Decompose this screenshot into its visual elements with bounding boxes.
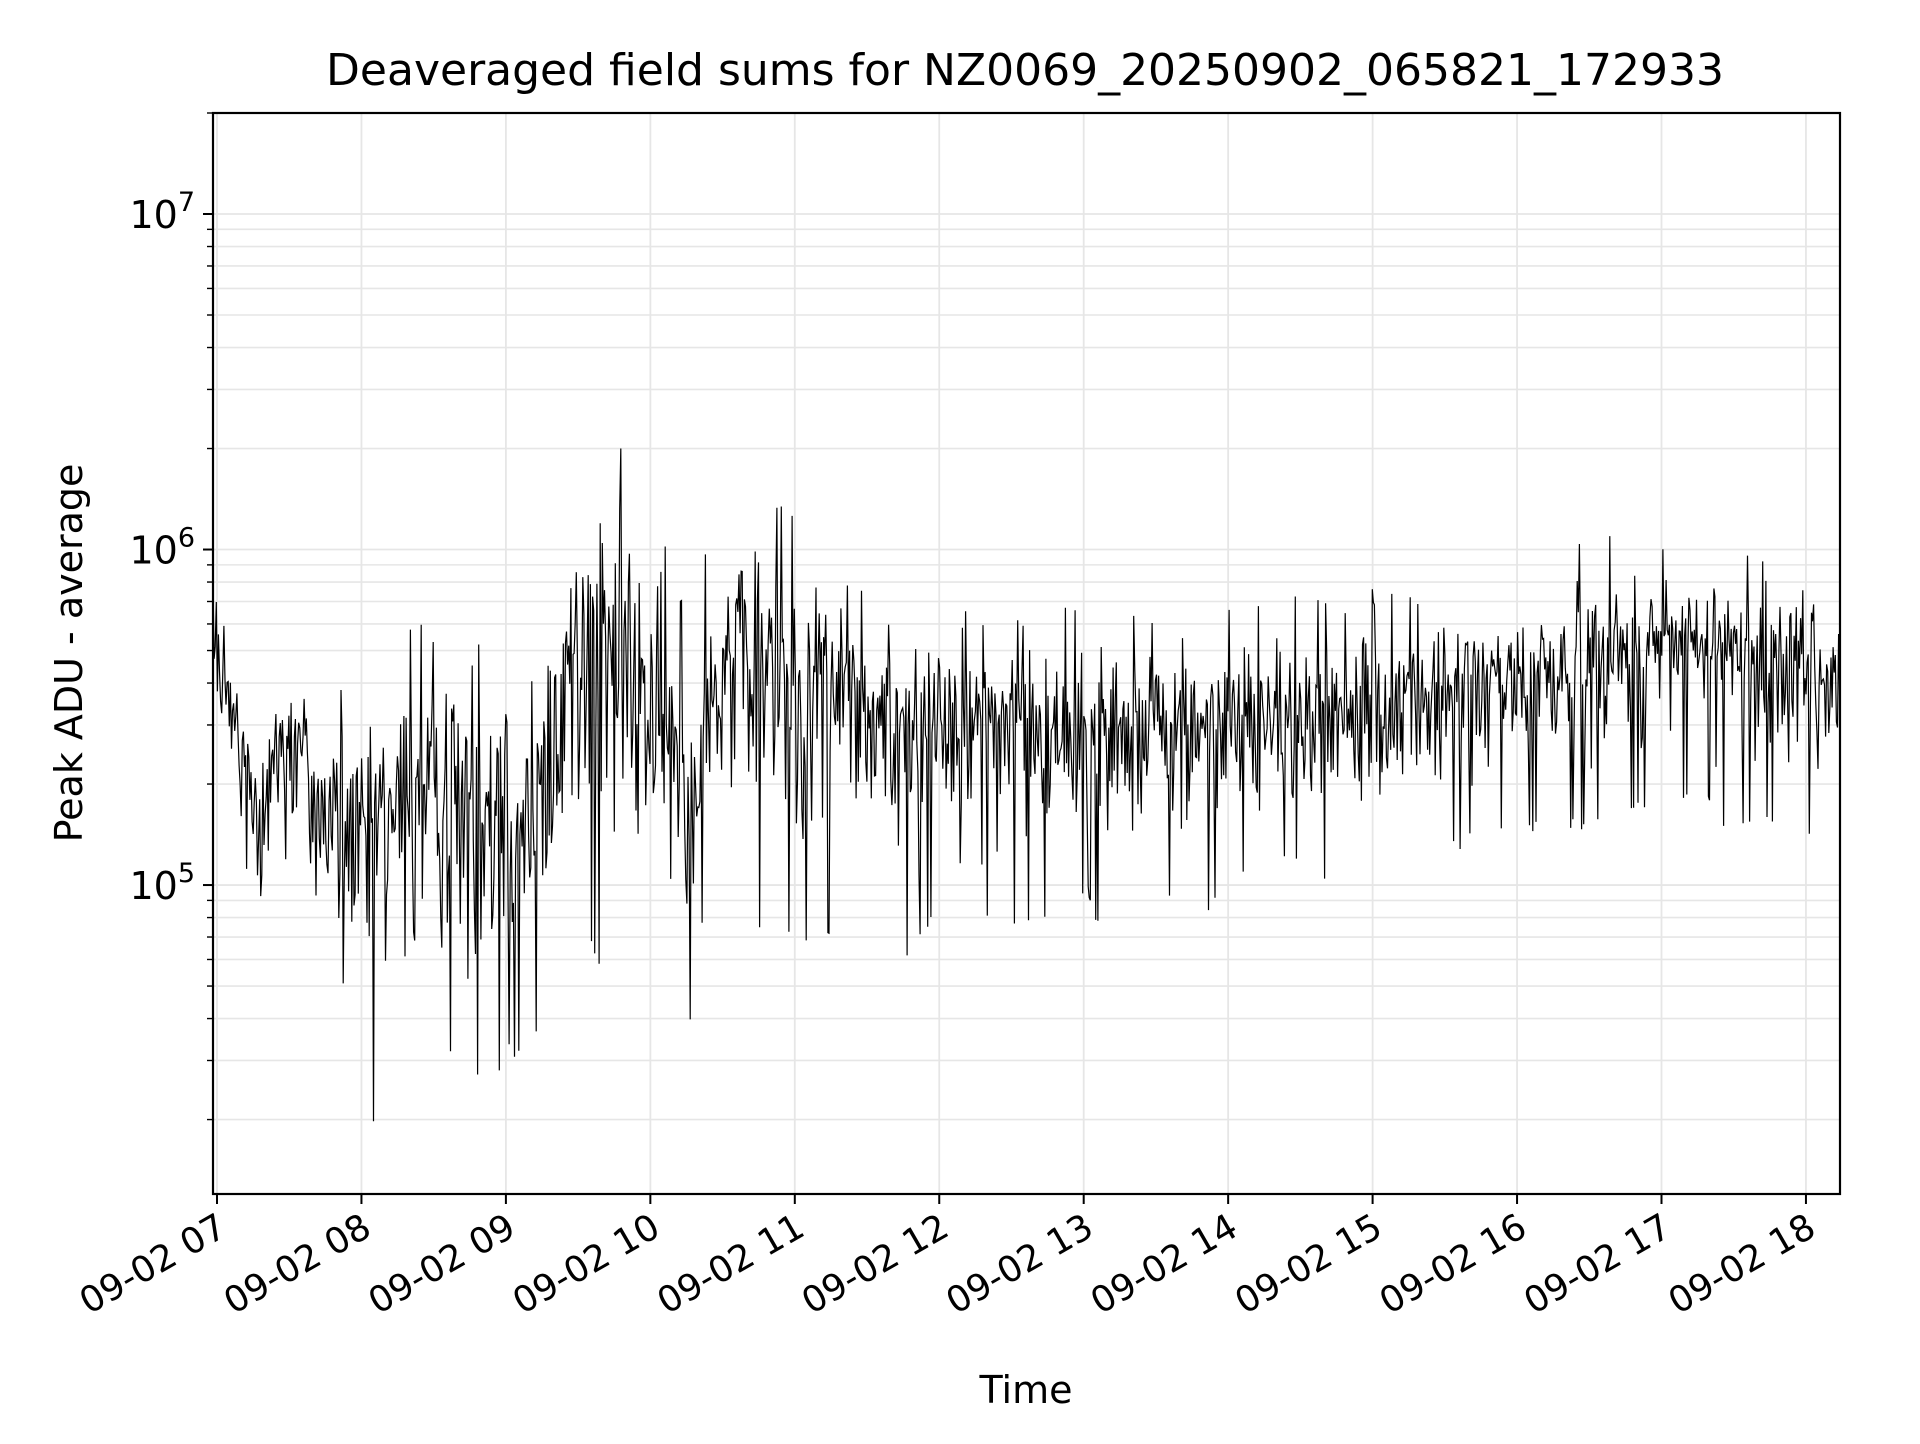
x-axis-label: Time xyxy=(979,1368,1073,1412)
data-layer xyxy=(212,448,1841,1122)
chart-title: Deaveraged field sums for NZ0069_2025090… xyxy=(326,45,1724,96)
grid-layer xyxy=(213,112,1840,1194)
y-tick-label: 107 xyxy=(129,187,195,237)
series-line xyxy=(212,448,1841,1122)
plot-frame xyxy=(211,111,1842,1196)
y-tick-label: 106 xyxy=(129,523,195,573)
y-axis-label: Peak ADU - average xyxy=(47,464,91,843)
y-tick-label: 105 xyxy=(129,858,195,908)
